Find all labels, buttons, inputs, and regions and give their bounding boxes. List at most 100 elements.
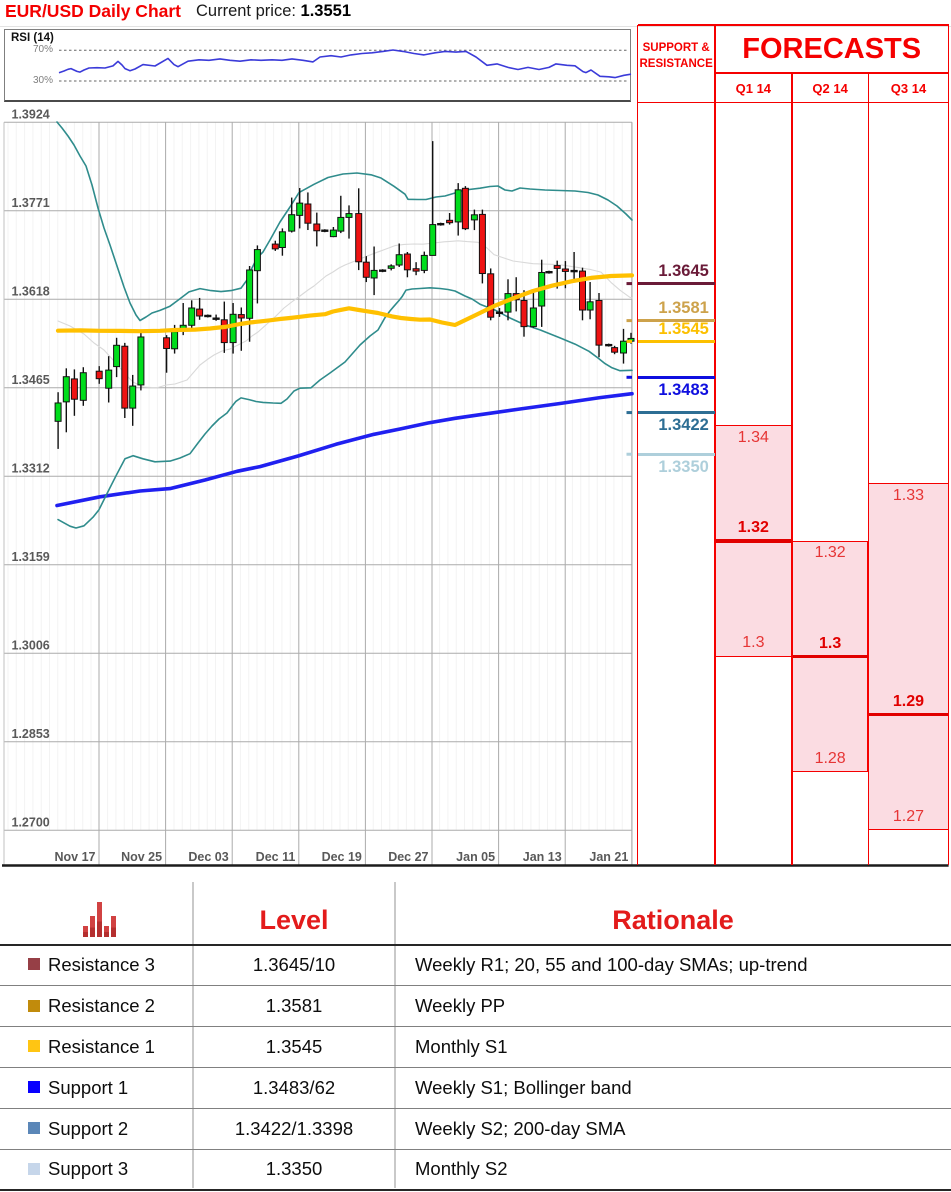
sr-level-label-1.3645: 1.3645: [658, 262, 709, 281]
candle-down: [313, 212, 321, 247]
legend-swatch: [28, 1122, 40, 1134]
sr-level-line-1.3350: [637, 452, 715, 456]
candle-body: [387, 265, 395, 269]
x-axis-label: Jan 21: [589, 850, 628, 864]
candle-body: [79, 372, 87, 401]
forecast-top-value: 1.32: [814, 544, 846, 562]
candle-body: [446, 219, 454, 224]
sr-level-label-1.3545: 1.3545: [658, 319, 709, 338]
candle-up: [79, 367, 87, 406]
bar: [90, 916, 95, 937]
forecast-header-divider: [714, 72, 949, 74]
candle-up: [470, 209, 478, 231]
rsi-indicator-label: RSI (14): [11, 32, 54, 44]
level-name: Support 3: [48, 1158, 129, 1179]
candle-down: [237, 307, 245, 351]
candle-down: [595, 293, 603, 358]
candle-body: [370, 269, 378, 279]
support-resistance-header: SUPPORT & RESISTANCE: [638, 40, 715, 72]
price-chart: 1.3924 1.3771 1.3618 1.3465 1.3312 1.3159 1.30…: [2, 108, 949, 867]
candle-up: [54, 392, 62, 449]
candle-down: [196, 297, 204, 320]
candle-body: [278, 231, 286, 248]
y-axis-label: 1.3465: [12, 373, 50, 387]
candle-body: [271, 243, 279, 250]
candle-body: [237, 314, 245, 319]
table-bottom-border: [0, 1188, 951, 1191]
candle-up: [529, 291, 537, 328]
candle-body: [253, 249, 261, 272]
candle-body: [113, 344, 121, 368]
level-value: 1.3545: [265, 1035, 323, 1057]
candle-body: [345, 213, 353, 218]
candle-body: [313, 223, 321, 232]
candle-body: [553, 265, 561, 269]
x-axis-label: Dec 11: [256, 850, 296, 864]
candle-body: [329, 229, 337, 238]
candle-down: [487, 268, 495, 321]
forecast-top-value: 1.34: [737, 428, 769, 446]
level-name: Support 1: [48, 1076, 129, 1098]
candle-body: [304, 203, 312, 224]
rsi-plot: [58, 49, 632, 82]
forecast-quarter-label: Q1 14: [735, 80, 772, 96]
y-axis-label: 1.3618: [12, 285, 50, 299]
candle-body: [579, 270, 586, 311]
table-row-divider: [0, 1066, 951, 1068]
forecast-bottom-value: 1.3: [742, 634, 765, 652]
candle-body: [129, 385, 137, 409]
candle-down: [304, 192, 312, 231]
candle-down: [362, 256, 370, 283]
panel-divider: [791, 73, 793, 866]
table-row-divider: [0, 1107, 951, 1109]
y-axis-label: 1.2700: [12, 816, 50, 830]
y-axis-label: 1.3924: [12, 108, 50, 122]
forecast-mid-value: 1.29: [892, 693, 925, 710]
sr-level-line-1.3545: [637, 339, 715, 343]
candle-doji: [495, 307, 504, 317]
candle-body: [586, 301, 594, 311]
candle-body: [362, 261, 370, 278]
y-axis-label: 1.3312: [12, 462, 50, 476]
rsi-upper-level-label: 70%: [32, 44, 53, 56]
sr-level-label-1.3350: 1.3350: [658, 457, 709, 476]
x-axis-label: Dec 19: [322, 850, 362, 864]
x-axis-label: Dec 03: [188, 850, 228, 864]
candle-body: [246, 269, 254, 319]
candle-body: [487, 273, 495, 318]
bar: [83, 926, 88, 937]
bar-chart-icon: [83, 902, 119, 937]
candle-body: [54, 402, 62, 422]
panel-header-bottom: [637, 101, 949, 104]
sr-level-line-1.3422: [637, 410, 715, 415]
level-name: Resistance 2: [48, 995, 155, 1016]
x-axis-label: Dec 27: [388, 850, 428, 864]
table-col-divider: [192, 882, 194, 1188]
current-price-value: 1.3551: [300, 2, 352, 20]
panel-top-border: [637, 24, 949, 26]
forecast-mid-line: [868, 712, 949, 717]
sr-level-line-1.3645: [637, 281, 715, 286]
candle-down: [579, 267, 586, 321]
candle-up: [420, 251, 428, 274]
legend-swatch: [28, 1040, 40, 1053]
candle-down: [163, 335, 171, 373]
panel-right-border: [947, 24, 950, 866]
bar: [104, 926, 109, 937]
table-row-divider: [0, 1026, 951, 1027]
candle-body: [561, 268, 569, 272]
forecast-quarter-label: Q2 14: [812, 80, 848, 96]
legend-swatch: [28, 1162, 40, 1175]
level-name: Support 2: [48, 1117, 129, 1139]
candle-body: [121, 345, 129, 409]
candle-up: [246, 265, 254, 342]
y-axis-label: 1.3159: [12, 550, 50, 564]
candle-doji: [204, 314, 212, 318]
candle-body: [188, 307, 196, 326]
candle-down: [446, 213, 454, 225]
title-divider: [0, 26, 951, 27]
sr-level-label-1.3422: 1.3422: [658, 416, 709, 435]
candle-down: [403, 252, 411, 278]
candle-up: [229, 303, 237, 354]
candle-up: [429, 141, 437, 256]
